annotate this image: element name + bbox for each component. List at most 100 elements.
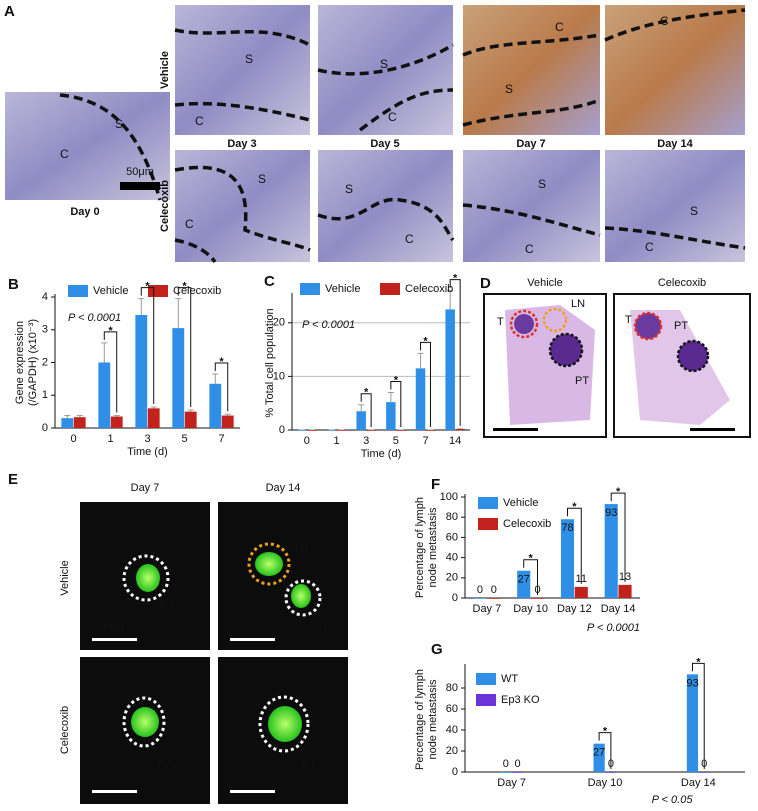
legend-swatch: [478, 497, 498, 509]
data-label: 93: [686, 677, 698, 689]
y-tick-label: 1: [42, 389, 48, 401]
p-value: P < 0.0001: [587, 622, 640, 634]
gfp-signal: [136, 564, 160, 592]
region-label: PT: [160, 601, 174, 613]
y-tick-label: 4: [42, 291, 48, 303]
bar: [396, 430, 406, 431]
y-tick-label: 100: [440, 491, 458, 503]
x-tick-label: 3: [363, 435, 369, 447]
bar: [336, 430, 347, 431]
gfp-signal: [291, 584, 311, 608]
bar: [618, 584, 632, 598]
y-tick-label: 10: [273, 370, 285, 382]
y-axis-label: Gene expression: [14, 321, 26, 404]
bar: [445, 309, 455, 430]
legend-label: Celecoxib: [173, 285, 221, 297]
panel-label: A: [4, 3, 15, 20]
x-axis-label: Time (d): [127, 446, 168, 458]
significance-label: *: [394, 374, 399, 386]
significance-bracket: [449, 279, 461, 426]
scale-bar: [230, 790, 275, 793]
bar: [473, 598, 487, 599]
region-label: C: [60, 147, 69, 161]
outline: [122, 696, 166, 748]
bar: [530, 598, 545, 599]
row-label: Celecoxib: [159, 180, 171, 232]
tissue: [630, 310, 730, 425]
significance-label: *: [616, 486, 621, 498]
y-axis-label: % Total cell population: [264, 308, 276, 417]
boundary: [317, 43, 454, 132]
bar: [356, 411, 366, 430]
significance-label: *: [108, 325, 113, 337]
bar: [61, 418, 74, 428]
significance-bracket: [214, 362, 229, 412]
significance-label: *: [528, 553, 533, 565]
bar: [517, 570, 531, 598]
significance-label: *: [219, 356, 224, 368]
bar: [98, 362, 111, 428]
outline: [258, 695, 310, 753]
significance-bracket: [390, 380, 402, 427]
panel-label: D: [480, 275, 491, 292]
row-label: Celecoxib: [59, 706, 71, 754]
x-tick-label: 0: [70, 433, 76, 445]
bar: [326, 430, 337, 431]
bar: [172, 328, 185, 428]
significance-bracket: [598, 732, 612, 769]
bar: [297, 430, 307, 431]
significance-label: *: [423, 335, 428, 347]
bar: [574, 586, 588, 598]
region-label: LN: [295, 542, 309, 554]
region-label: C: [555, 20, 564, 34]
bar: [135, 315, 148, 428]
column-label: Day 7: [131, 482, 160, 494]
region-label: T: [497, 316, 504, 328]
fluorescence-image: [218, 502, 348, 650]
legend-swatch: [380, 283, 400, 295]
bar: [110, 416, 123, 428]
panel-label: B: [8, 276, 19, 293]
day-label: Day 7: [516, 138, 545, 150]
bar: [686, 674, 699, 772]
legend-swatch: [148, 285, 168, 297]
row-label: Vehicle: [59, 560, 71, 595]
region-label: PT: [575, 375, 589, 387]
significance-bracket: [360, 393, 372, 427]
y-tick-label: 60: [446, 703, 458, 715]
bar: [386, 402, 396, 430]
significance-bracket: [140, 287, 155, 405]
region-label: S: [505, 82, 513, 96]
outline: [548, 332, 584, 368]
boundary: [462, 203, 601, 237]
y-tick-label: 20: [273, 317, 285, 329]
node: [514, 314, 534, 334]
x-tick-label: 5: [181, 433, 187, 445]
bar: [307, 430, 317, 431]
region-label: C: [405, 232, 414, 246]
significance-label: *: [572, 501, 577, 513]
legend-label: Vehicle: [503, 497, 538, 509]
bar: [147, 408, 160, 428]
data-label: 27: [593, 747, 605, 759]
region-label: C: [195, 114, 204, 128]
data-label: 0: [491, 584, 497, 596]
outline: [542, 307, 568, 333]
bar: [605, 772, 617, 773]
micrograph: [463, 5, 600, 135]
y-tick-label: 20: [446, 745, 458, 757]
significance-bracket: [177, 287, 192, 407]
day-label: Day 14: [657, 138, 693, 150]
bar: [425, 430, 436, 431]
gfp-signal: [131, 707, 159, 737]
region-label: S: [345, 182, 353, 196]
data-label: 27: [518, 574, 530, 586]
column-label: Celecoxib: [658, 277, 706, 289]
legend-swatch: [476, 694, 496, 706]
x-tick-label: 0: [304, 435, 310, 447]
significance-bracket: [610, 492, 626, 582]
micrograph-group: [5, 5, 746, 264]
y-axis-label: (/GAPDH) (x10⁻³): [27, 319, 39, 406]
region-label: C: [388, 110, 397, 124]
legend-label: WT: [501, 673, 518, 685]
